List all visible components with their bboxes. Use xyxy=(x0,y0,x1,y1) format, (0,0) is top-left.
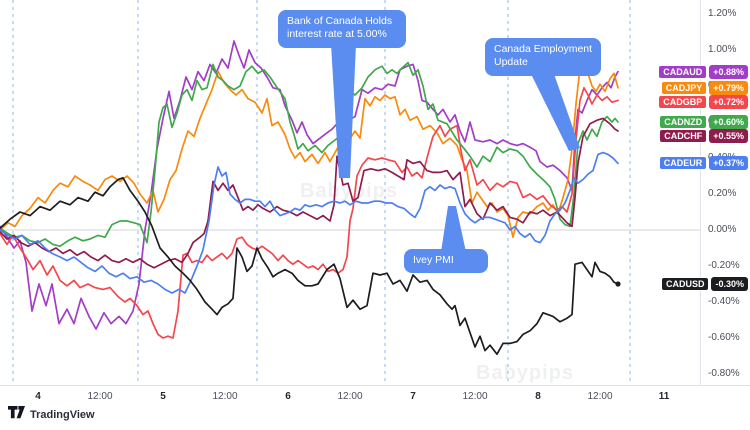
y-axis-tick: 1.00% xyxy=(708,44,737,55)
series-line-cadusd[interactable] xyxy=(0,176,619,356)
y-axis-tick: 0.00% xyxy=(708,224,737,235)
tradingview-attribution[interactable]: TradingView xyxy=(8,406,95,424)
last-value-dot-cadusd xyxy=(615,281,621,287)
y-axis-tick: 1.20% xyxy=(708,8,737,19)
ticker-name: CADNZD xyxy=(659,115,708,129)
ticker-change-value: +0.37% xyxy=(709,156,748,171)
price-chart-canvas[interactable] xyxy=(0,0,700,385)
x-axis-tick: 8 xyxy=(535,391,541,402)
price-label-cadnzd[interactable]: CADNZD +0.60% xyxy=(659,115,748,129)
ticker-change-value: -0.30% xyxy=(711,277,748,291)
x-axis-tick: 12:00 xyxy=(587,391,613,402)
annotation-tail-boc xyxy=(331,44,356,178)
series-line-cadaud[interactable] xyxy=(0,40,619,330)
ticker-name: CADJPY xyxy=(660,80,708,95)
x-axis-tick: 4 xyxy=(35,391,41,402)
x-axis-tick: 12:00 xyxy=(212,391,238,402)
x-axis-tick: 11 xyxy=(658,391,670,402)
ticker-name: CADAUD xyxy=(658,64,708,79)
time-axis-separator xyxy=(0,385,750,386)
ticker-name: CADEUR xyxy=(658,156,708,171)
price-label-cadeur[interactable]: CADEUR +0.37% xyxy=(658,156,748,171)
series-line-cadeur[interactable] xyxy=(0,151,619,294)
y-axis-tick: -0.40% xyxy=(708,296,740,307)
series-line-cadgbp[interactable] xyxy=(0,86,619,339)
price-label-cadusd[interactable]: CADUSD -0.30% xyxy=(660,277,748,291)
price-label-cadchf[interactable]: CADCHF +0.55% xyxy=(659,129,748,143)
y-axis-tick: -0.60% xyxy=(708,332,740,343)
ticker-change-value: +0.72% xyxy=(709,94,748,109)
x-axis-tick: 6 xyxy=(285,391,291,402)
annotation-tail-ivey xyxy=(441,206,466,252)
x-axis-tick: 12:00 xyxy=(337,391,363,402)
price-label-cadjpy[interactable]: CADJPY +0.79% xyxy=(660,80,748,95)
tradingview-brand-text: TradingView xyxy=(30,409,95,421)
ticker-change-value: +0.88% xyxy=(709,64,748,79)
tradingview-logo-icon xyxy=(8,406,25,424)
x-axis-tick: 12:00 xyxy=(87,391,113,402)
ticker-change-value: +0.60% xyxy=(709,115,748,129)
ticker-name: CADGBP xyxy=(658,94,708,109)
series-line-cadnzd[interactable] xyxy=(0,61,619,248)
series-line-cadchf[interactable] xyxy=(0,117,619,269)
price-label-cadaud[interactable]: CADAUD +0.88% xyxy=(658,64,748,79)
series-price-labels: CADAUD +0.88% CADJPY +0.79% CADGBP +0.72% CADN… xyxy=(658,64,748,291)
price-label-cadgbp[interactable]: CADGBP +0.72% xyxy=(658,94,748,109)
y-axis-tick: -0.80% xyxy=(708,368,740,379)
time-axis[interactable]: 4 12:00 5 12:00 6 12:00 7 12:00 8 12:00 11 xyxy=(0,386,750,430)
y-axis-tick: -0.20% xyxy=(708,260,740,271)
ticker-name: CADUSD xyxy=(660,277,710,291)
annotation-tail-employment xyxy=(531,74,580,151)
x-axis-tick: 5 xyxy=(160,391,166,402)
x-axis-tick: 7 xyxy=(410,391,416,402)
y-axis-tick: 0.20% xyxy=(708,188,737,199)
x-axis-tick: 12:00 xyxy=(462,391,488,402)
ticker-change-value: +0.55% xyxy=(709,129,748,143)
ticker-change-value: +0.79% xyxy=(709,80,748,95)
ticker-name: CADCHF xyxy=(659,129,708,143)
